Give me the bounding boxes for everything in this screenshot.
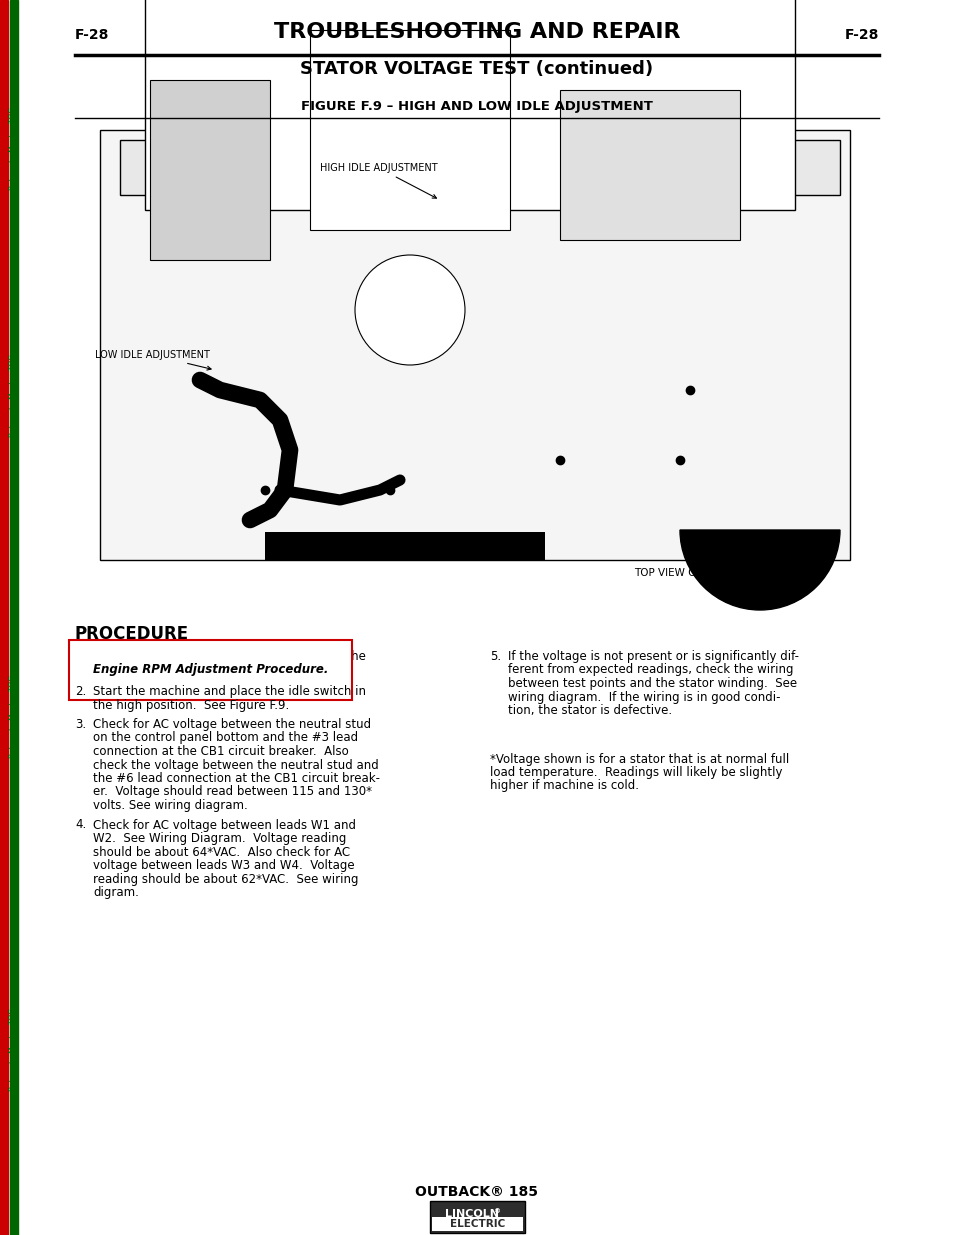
Text: should be about 64*VAC.  Also check for AC: should be about 64*VAC. Also check for A… [92, 846, 350, 858]
Text: ELECTRIC: ELECTRIC [450, 1219, 504, 1229]
Text: Return to Master TOC: Return to Master TOC [10, 1009, 18, 1091]
Text: between test points and the stator winding.  See: between test points and the stator windi… [507, 677, 797, 690]
Text: TROUBLESHOOTING AND REPAIR: TROUBLESHOOTING AND REPAIR [274, 22, 679, 42]
Text: HIGH IDLE ADJUSTMENT: HIGH IDLE ADJUSTMENT [319, 163, 437, 198]
Text: check the voltage between the neutral stud and: check the voltage between the neutral st… [92, 758, 378, 772]
Bar [430, 1200, 524, 1233]
Bar [0, 0, 8, 1235]
Bar [10, 0, 18, 1235]
Text: ®: ® [494, 1208, 500, 1214]
Text: LOW IDLE ADJUSTMENT: LOW IDLE ADJUSTMENT [95, 350, 211, 370]
Text: reading should be about 62*VAC.  See wiring: reading should be about 62*VAC. See wiri… [92, 872, 358, 885]
Text: wiring diagram.  If the wiring is in good condi-: wiring diagram. If the wiring is in good… [507, 690, 780, 704]
Text: Return to Section TOC: Return to Section TOC [0, 674, 9, 758]
Text: 4.: 4. [75, 819, 86, 831]
Text: Return to Master TOC: Return to Master TOC [10, 107, 18, 189]
Text: LINCOLN: LINCOLN [445, 1209, 499, 1219]
Text: Return to Master TOC: Return to Master TOC [10, 354, 18, 436]
Text: W2.  See Wiring Diagram.  Voltage reading: W2. See Wiring Diagram. Voltage reading [92, 832, 346, 845]
Text: F-28: F-28 [843, 28, 878, 42]
Text: Check for AC voltage between leads W1 and: Check for AC voltage between leads W1 an… [92, 819, 355, 831]
Polygon shape [120, 140, 840, 195]
Bar [432, 1216, 522, 1231]
Text: the high position.  See Figure F.9.: the high position. See Figure F.9. [92, 699, 289, 711]
Bar [100, 130, 849, 559]
Text: tion, the stator is defective.: tion, the stator is defective. [507, 704, 672, 718]
Text: F-28: F-28 [75, 28, 110, 42]
Bar [559, 90, 740, 240]
Text: Return to Section TOC: Return to Section TOC [0, 353, 9, 437]
Text: 5.: 5. [490, 650, 500, 663]
Text: volts. See wiring diagram.: volts. See wiring diagram. [92, 799, 248, 811]
Text: STATOR VOLTAGE TEST (continued): STATOR VOLTAGE TEST (continued) [300, 61, 653, 78]
Text: PROCEDURE: PROCEDURE [75, 625, 189, 643]
Text: on the control panel bottom and the #3 lead: on the control panel bottom and the #3 l… [92, 731, 357, 745]
Text: load temperature.  Readings will likely be slightly: load temperature. Readings will likely b… [490, 766, 781, 779]
Bar [310, 30, 510, 230]
Text: digram.: digram. [92, 885, 139, 899]
Text: er.  Voltage should read between 115 and 130*: er. Voltage should read between 115 and … [92, 785, 372, 799]
Text: voltage between leads W3 and W4.  Voltage: voltage between leads W3 and W4. Voltage [92, 860, 355, 872]
Text: connection at the CB1 circuit breaker.  Also: connection at the CB1 circuit breaker. A… [92, 745, 349, 758]
Text: OUTBACK® 185: OUTBACK® 185 [416, 1186, 537, 1199]
Text: 3.: 3. [75, 718, 86, 731]
Bar [265, 532, 544, 559]
Wedge shape [679, 530, 840, 610]
Text: Engine RPM Adjustment Procedure.: Engine RPM Adjustment Procedure. [92, 663, 328, 677]
Circle shape [355, 254, 464, 366]
Text: TOP VIEW OF ENGINE: TOP VIEW OF ENGINE [633, 568, 744, 578]
Text: 2.: 2. [75, 685, 86, 698]
Text: Start the machine and place the idle switch in: Start the machine and place the idle swi… [92, 685, 366, 698]
Text: 1.: 1. [75, 650, 86, 663]
Text: Return to Master TOC: Return to Master TOC [10, 676, 18, 757]
Bar [145, 0, 794, 210]
Text: Return to Section TOC: Return to Section TOC [0, 106, 9, 190]
Text: If the voltage is not present or is significantly dif-: If the voltage is not present or is sign… [507, 650, 799, 663]
Bar [150, 80, 270, 261]
Text: *Voltage shown is for a stator that is at normal full: *Voltage shown is for a stator that is a… [490, 752, 788, 766]
Text: Engine RPM Adjustment Procedure.: Engine RPM Adjustment Procedure. [92, 663, 328, 677]
Text: Return to Section TOC: Return to Section TOC [0, 1008, 9, 1092]
Text: FIGURE F.9 – HIGH AND LOW IDLE ADJUSTMENT: FIGURE F.9 – HIGH AND LOW IDLE ADJUSTMEN… [301, 100, 652, 112]
Text: ferent from expected readings, check the wiring: ferent from expected readings, check the… [507, 663, 793, 677]
Text: higher if machine is cold.: higher if machine is cold. [490, 779, 639, 793]
Text: the #6 lead connection at the CB1 circuit break-: the #6 lead connection at the CB1 circui… [92, 772, 379, 785]
Text: Verify that the engine RPM is normal.  See the: Verify that the engine RPM is normal. Se… [92, 650, 366, 663]
Text: Check for AC voltage between the neutral stud: Check for AC voltage between the neutral… [92, 718, 371, 731]
